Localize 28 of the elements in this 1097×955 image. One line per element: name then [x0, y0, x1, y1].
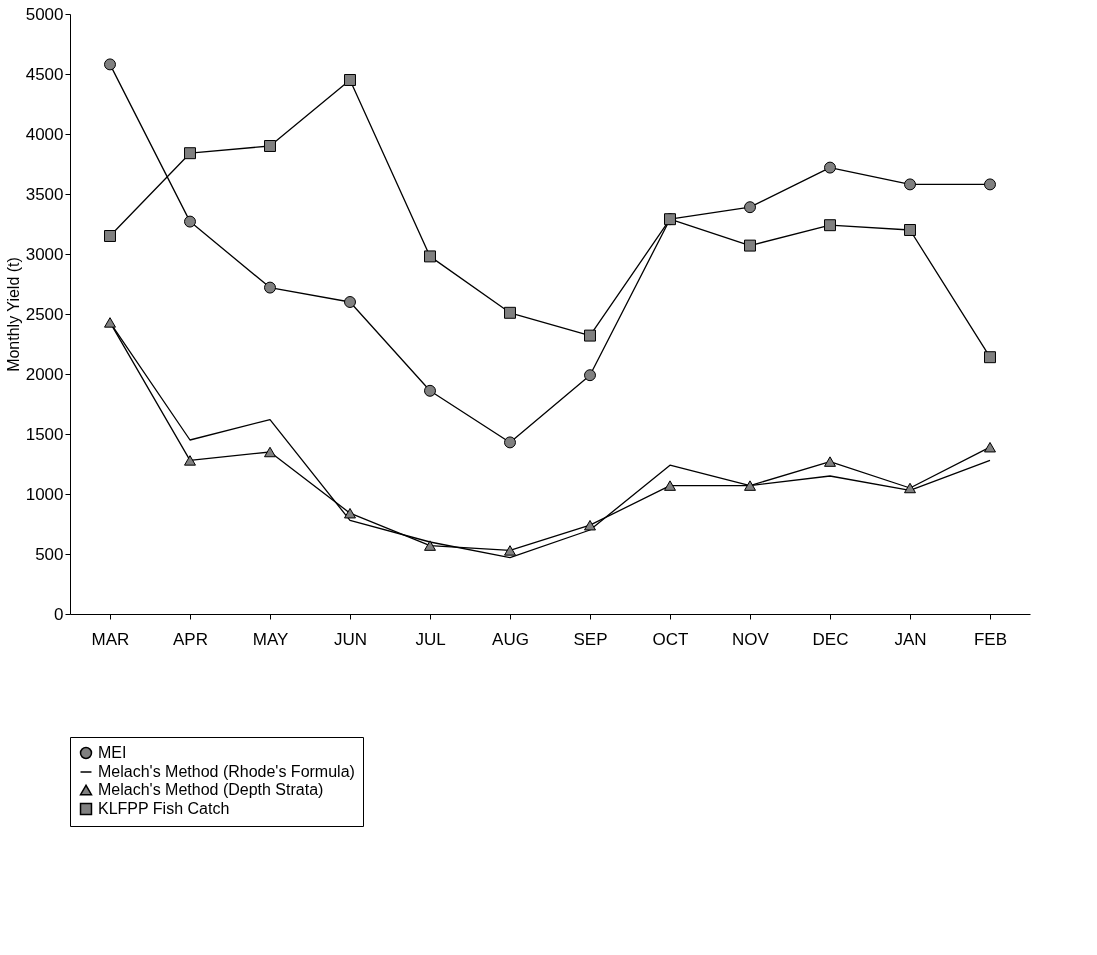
x-tick-label: JAN [894, 629, 927, 649]
y-tick-label: 0 [54, 604, 64, 624]
x-tick-label: APR [173, 629, 208, 649]
y-tick-label: 1500 [25, 424, 64, 444]
y-axis-title: Monthly Yield (t) [4, 257, 22, 372]
legend-label: Melach's Method (Depth Strata) [98, 781, 324, 798]
y-tick-label: 1000 [25, 484, 64, 504]
x-tick-label: NOV [732, 629, 770, 649]
y-tick-label: 3000 [25, 244, 64, 264]
x-tick-label: SEP [573, 629, 608, 649]
y-tick-label: 2500 [25, 304, 64, 324]
y-tick-label: 4000 [25, 124, 64, 144]
legend-label: Melach's Method (Rhode's Formula) [98, 763, 355, 780]
x-tick-label: MAY [252, 629, 289, 649]
x-tick-label: FEB [973, 629, 1008, 649]
legend-label: MEI [98, 744, 127, 761]
y-tick-label: 5000 [25, 4, 64, 24]
x-tick-label: AUG [492, 629, 529, 649]
x-tick-label: MAR [91, 629, 130, 649]
y-tick-label: 500 [35, 544, 64, 564]
x-tick-label: OCT [652, 629, 689, 649]
x-tick-label: JUL [415, 629, 446, 649]
x-tick-label: DEC [812, 629, 849, 649]
y-tick-label: 2000 [25, 364, 64, 384]
x-tick-label: JUN [333, 629, 368, 649]
y-tick-label: 3500 [25, 184, 64, 204]
y-tick-label: 4500 [25, 64, 64, 84]
legend-label: KLFPP Fish Catch [98, 800, 230, 817]
